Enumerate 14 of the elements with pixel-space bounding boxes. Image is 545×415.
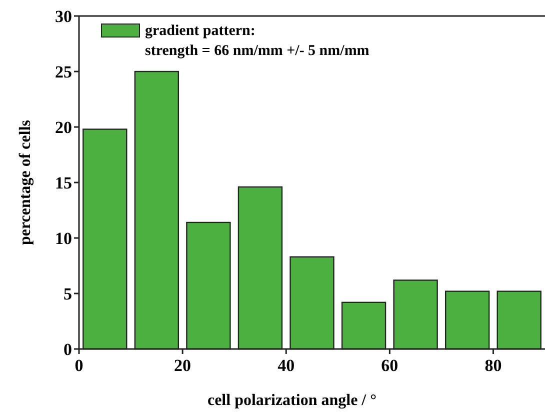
x-tick-label: 20: [174, 356, 192, 375]
y-tick-label: 20: [55, 118, 72, 137]
legend-label: gradient pattern: strength = 66 nm/mm +/- 5 nm/mm: [145, 23, 370, 59]
y-tick-label: 25: [55, 62, 72, 82]
y-tick-label: 5: [64, 284, 72, 304]
x-tick-label: 80: [484, 356, 502, 375]
y-axis-title: percentage of cells: [17, 120, 34, 245]
x-axis-title: cell polarization angle / °: [207, 392, 377, 409]
y-tick-label: 15: [55, 173, 72, 192]
x-tick-label: 40: [278, 356, 295, 375]
y-tick-label: 10: [55, 228, 72, 248]
y-tick-label: 0: [64, 340, 72, 359]
x-tick-label: 60: [381, 356, 398, 375]
y-tick-label: 30: [55, 6, 72, 26]
